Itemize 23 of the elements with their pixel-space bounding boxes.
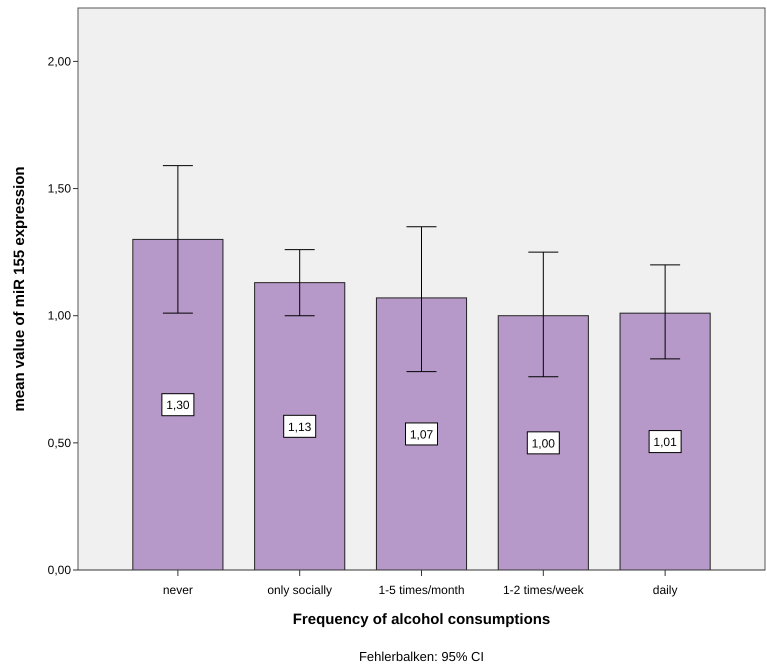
bar <box>254 282 346 570</box>
y-tick-label: 2,00 <box>48 54 72 68</box>
y-tick-label: 1,00 <box>48 308 72 323</box>
data-label: 1,30 <box>166 398 190 412</box>
data-label: 1,00 <box>532 436 556 450</box>
y-tick-label: 0,00 <box>48 563 72 577</box>
x-tick-label: 1-5 times/month <box>378 583 465 597</box>
data-label: 1,07 <box>410 427 434 442</box>
text: Fehlerbalken: 95% CI <box>358 649 484 664</box>
y-axis-title: mean value of miR 155 expression <box>11 166 28 412</box>
y-tick-label: 1,50 <box>48 182 72 196</box>
x-tick-label: daily <box>652 583 678 597</box>
bar <box>132 238 224 570</box>
data-label: 1,13 <box>288 420 312 434</box>
x-axis-title: Frequency of alcohol consumptions <box>292 611 550 628</box>
bar <box>498 315 589 570</box>
data-label: 1,01 <box>653 435 678 450</box>
bar <box>620 312 711 570</box>
bar <box>376 297 468 570</box>
x-tick-label: 1-2 times/week <box>502 583 585 597</box>
x-tick-label: never <box>162 583 193 597</box>
y-tick-label: 0,50 <box>48 436 72 450</box>
x-tick-label: only socially <box>267 583 332 597</box>
